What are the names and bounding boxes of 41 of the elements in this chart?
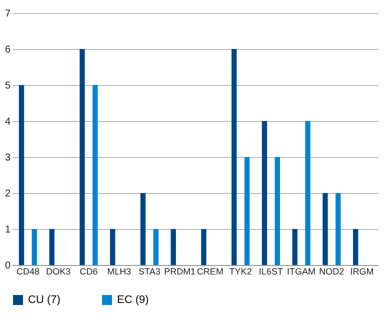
x-tick-label: IRGM: [350, 266, 374, 276]
x-tick-label: MLH3: [107, 266, 132, 276]
bar: [140, 193, 146, 265]
bar: [153, 229, 158, 265]
bar: [274, 157, 280, 265]
legend-label: CU (7): [28, 294, 60, 306]
x-tick-label: PRDM1: [164, 266, 196, 276]
x-tick-label: IL6ST: [258, 266, 284, 276]
x-tick-label: ITGAM: [287, 266, 316, 276]
y-tick-label: 2: [4, 188, 11, 200]
bar: [80, 49, 85, 265]
bar: [262, 121, 268, 265]
x-tick-label: DOK3: [46, 266, 71, 276]
bar: [244, 157, 250, 265]
y-tick-label: 1: [4, 224, 11, 236]
bar: [49, 229, 54, 265]
bar: [92, 85, 98, 265]
y-tick-label: 6: [4, 44, 11, 56]
bar: [353, 229, 358, 265]
bar: [170, 229, 176, 265]
bar: [110, 229, 116, 265]
bar: [32, 229, 37, 265]
x-tick-label: STA3: [138, 266, 160, 276]
bar: [292, 229, 298, 265]
y-tick-label: 5: [4, 80, 11, 92]
bar: [305, 121, 310, 265]
bar: [201, 229, 206, 265]
x-tick-label: CD48: [16, 266, 40, 276]
bar: [232, 49, 237, 265]
legend-label: EC (9): [117, 294, 149, 306]
y-tick-label: 0: [4, 260, 11, 272]
y-tick-label: 4: [4, 116, 11, 128]
y-tick-label: 7: [4, 8, 11, 20]
y-tick-label: 3: [4, 152, 11, 164]
x-tick-label: TYK2: [229, 266, 252, 276]
x-tick-label: CD6: [80, 266, 98, 276]
bar: [322, 193, 328, 265]
x-tick-label: CREM: [196, 266, 224, 276]
bar: [18, 85, 24, 265]
bar: [336, 193, 341, 265]
x-tick-label: NOD2: [319, 266, 344, 276]
